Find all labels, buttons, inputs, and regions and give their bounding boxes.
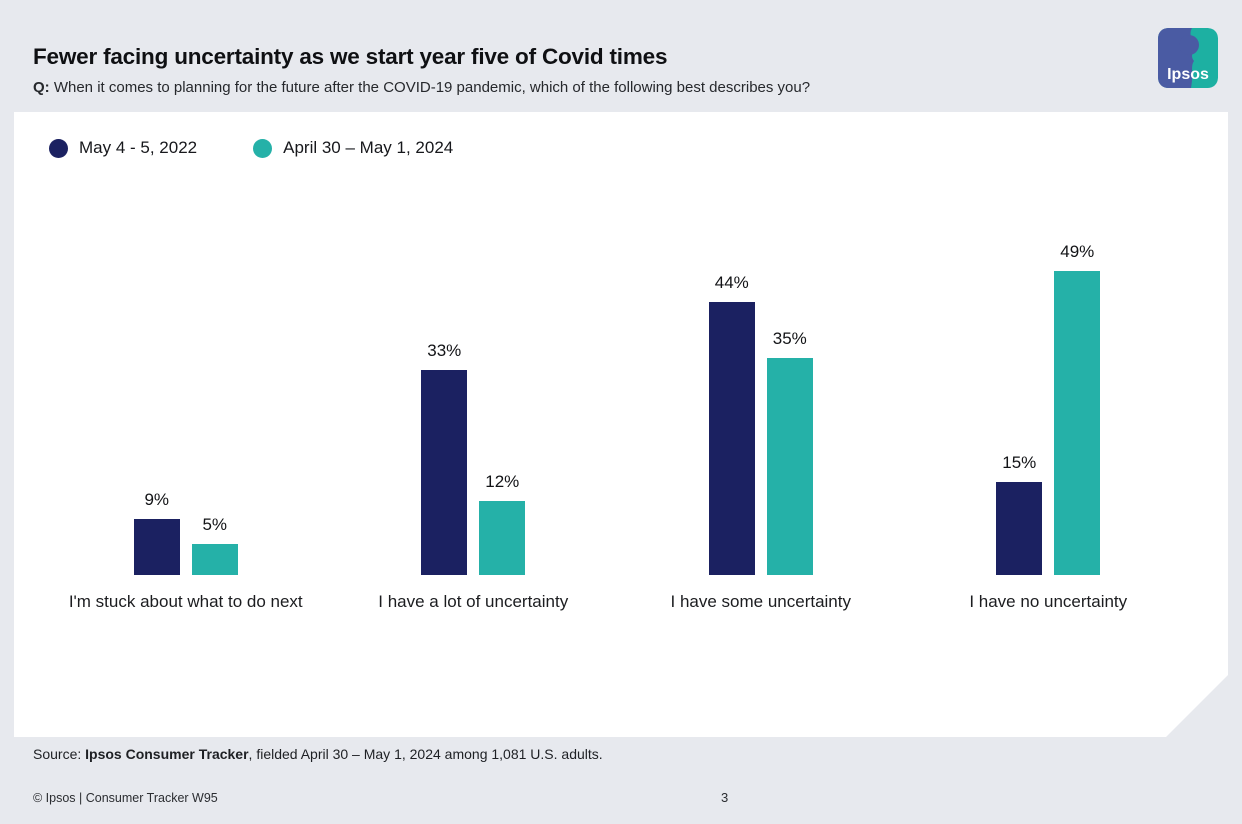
bar-chart: 9% 5% I'm stuck about what to do next 33… (42, 112, 1192, 612)
value-label: 12% (485, 472, 520, 491)
source-note: Source: Ipsos Consumer Tracker, fielded … (33, 746, 603, 762)
source-name: Ipsos Consumer Tracker (85, 746, 249, 762)
category-label: I have a lot of uncertainty (378, 592, 569, 611)
chart-card: May 4 - 5, 2022 April 30 – May 1, 2024 9… (14, 112, 1228, 737)
value-label: 9% (144, 490, 170, 509)
legend-item-2024: April 30 – May 1, 2024 (253, 138, 453, 158)
value-label: 33% (427, 341, 462, 360)
value-label: 49% (1060, 242, 1095, 261)
legend-swatch-2022 (49, 139, 68, 158)
value-label: 44% (714, 273, 749, 292)
bar-2024 (767, 358, 813, 575)
footer-copyright: © Ipsos | Consumer Tracker W95 (33, 791, 218, 805)
value-label: 15% (1002, 453, 1037, 472)
ipsos-logo-text: Ipsos (1167, 66, 1209, 83)
bar-2022 (421, 370, 467, 575)
legend-label-2024: April 30 – May 1, 2024 (283, 138, 454, 157)
question-body: When it comes to planning for the future… (49, 79, 811, 96)
bar-group-lot: 33% 12% I have a lot of uncertainty (330, 112, 618, 612)
bar-group-none: 15% 49% I have no uncertainty (905, 112, 1193, 612)
category-label: I have some uncertainty (670, 592, 851, 611)
question-text: Q: When it comes to planning for the fut… (33, 79, 992, 96)
ipsos-logo: Ipsos (1158, 28, 1218, 88)
legend-swatch-2024 (253, 139, 272, 158)
legend-label-2022: May 4 - 5, 2022 (79, 138, 198, 157)
legend-item-2022: May 4 - 5, 2022 (49, 138, 197, 158)
ipsos-logo-graphic: Ipsos (1158, 28, 1218, 88)
value-label: 35% (772, 329, 807, 348)
category-label: I have no uncertainty (969, 592, 1128, 611)
chart-legend: May 4 - 5, 2022 April 30 – May 1, 2024 (49, 138, 453, 158)
bar-2022 (709, 302, 755, 575)
bar-2022 (996, 482, 1042, 575)
bar-2024 (479, 501, 525, 575)
bar-2022 (134, 519, 180, 575)
bar-2024 (192, 544, 238, 575)
bar-group-some: 44% 35% I have some uncertainty (617, 112, 905, 612)
page-title: Fewer facing uncertainty as we start yea… (33, 44, 668, 69)
bar-2024 (1054, 271, 1100, 575)
bar-group-stuck: 9% 5% I'm stuck about what to do next (42, 112, 330, 612)
value-label: 5% (202, 515, 228, 534)
question-prefix: Q: (33, 79, 50, 96)
category-label: I'm stuck about what to do next (68, 592, 303, 611)
page-number: 3 (721, 790, 729, 805)
slide-header: Fewer facing uncertainty as we start yea… (33, 44, 992, 96)
